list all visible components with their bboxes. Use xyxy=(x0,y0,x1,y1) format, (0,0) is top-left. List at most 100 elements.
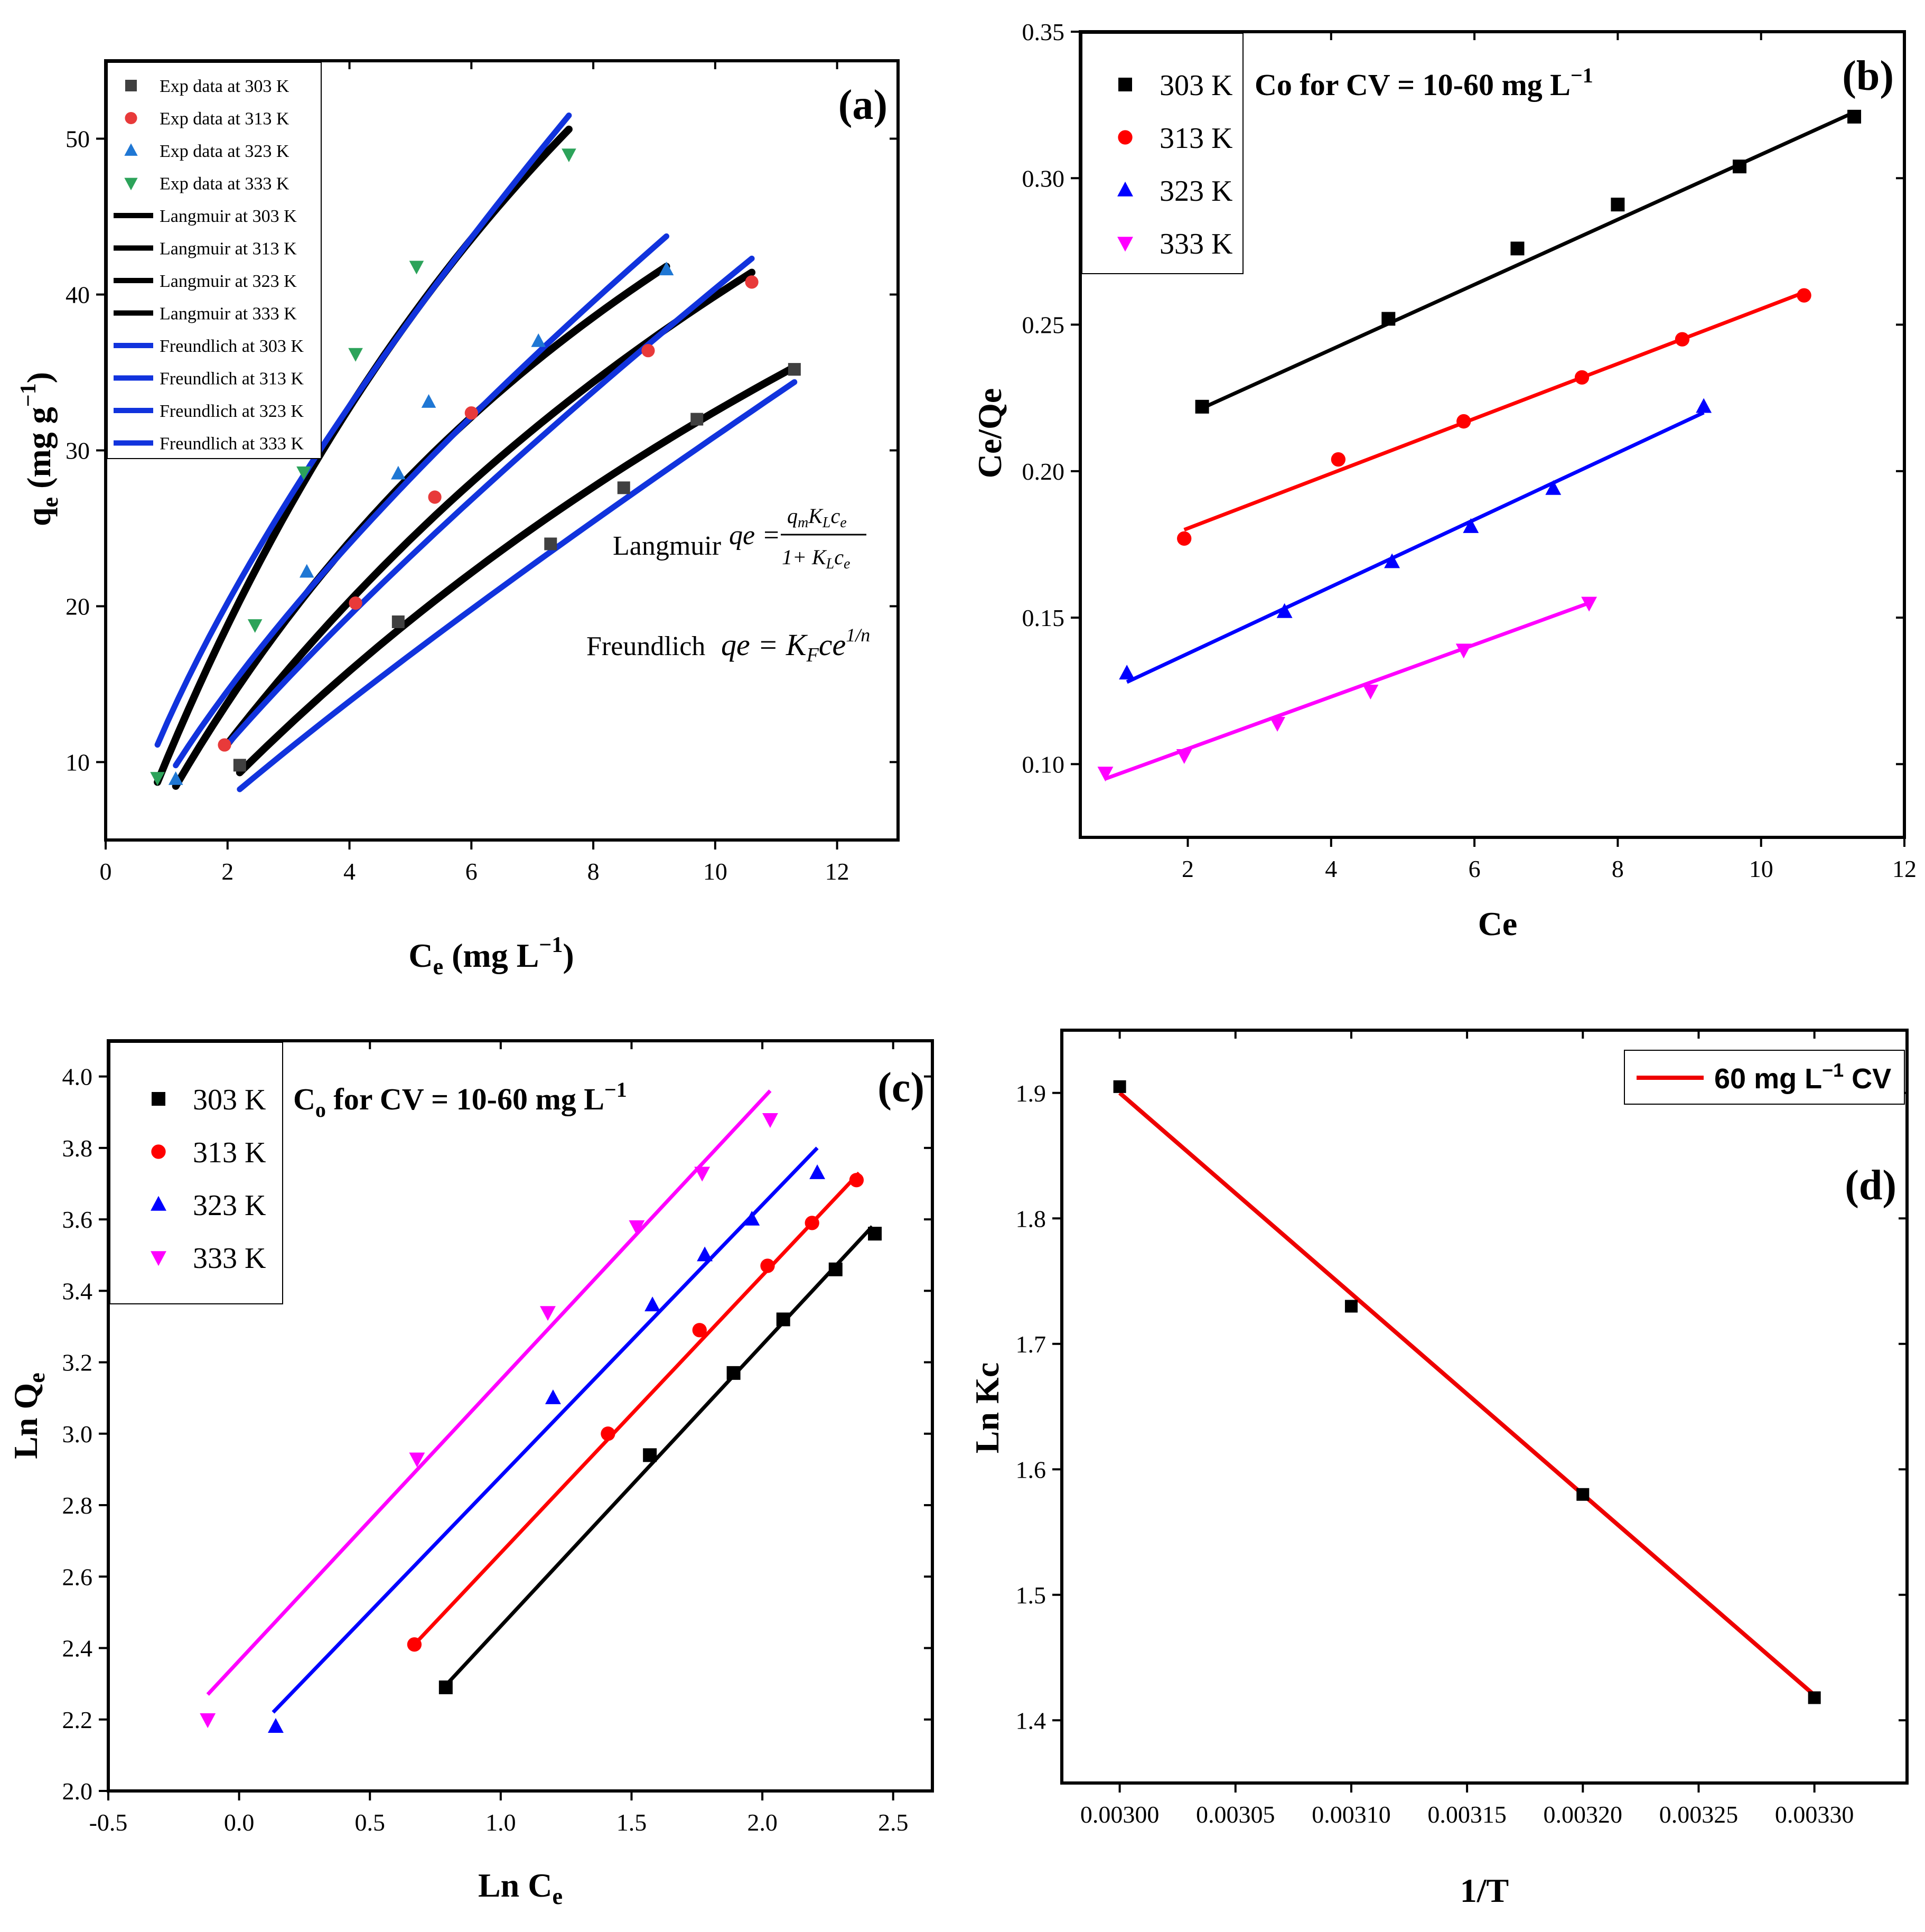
panel-b-label: (b) xyxy=(1842,53,1894,99)
legend-marker xyxy=(151,1251,166,1266)
panel-c-legend: 303 K 313 K 323 K 333 K xyxy=(109,1042,283,1304)
y-tick-label: 30 xyxy=(66,437,90,464)
fit-line xyxy=(1118,1091,1816,1697)
legend-label: Langmuir at 303 K xyxy=(160,207,297,226)
data-point-323k xyxy=(268,1718,284,1733)
exp-point-313k xyxy=(641,344,655,358)
data-point-313k xyxy=(1675,332,1690,347)
data-point-303k xyxy=(1733,160,1746,174)
panel-b-legend-box xyxy=(1081,33,1244,274)
legend-marker xyxy=(1118,78,1132,91)
data-point-303k xyxy=(1195,399,1209,414)
exp-point-323k xyxy=(299,564,314,578)
exp-point-333k xyxy=(562,148,576,162)
y-tick-label: 3.2 xyxy=(62,1349,93,1376)
data-point-303k xyxy=(868,1227,882,1241)
x-tick-label: 12 xyxy=(1892,855,1917,882)
legend-marker xyxy=(151,1196,166,1211)
panel-d-label: (d) xyxy=(1845,1162,1896,1209)
y-tick-label: 0.20 xyxy=(1022,458,1065,485)
x-tick-label: 2.0 xyxy=(747,1809,778,1836)
freundlich-formula: qe = KFce1/n xyxy=(721,624,870,666)
exp-point-323k xyxy=(531,333,546,347)
panel-c-legend-items: 303 K 313 K 323 K 333 K xyxy=(151,1084,266,1275)
y-tick-label: 2.6 xyxy=(62,1563,93,1590)
exp-point-313k xyxy=(349,596,362,610)
data-point-313k xyxy=(1797,288,1811,303)
exp-point-323k xyxy=(391,465,406,480)
exp-point-303k xyxy=(617,481,630,494)
exp-point-313k xyxy=(428,490,442,504)
data-point xyxy=(1808,1691,1821,1704)
legend-marker xyxy=(1118,130,1133,145)
data-point-333k xyxy=(1581,596,1597,612)
legend-label: Freundlich at 323 K xyxy=(160,402,304,421)
legend-label: Exp data at 313 K xyxy=(160,109,289,129)
y-tick-label: 0.25 xyxy=(1022,312,1065,339)
panel-c-ticks: -0.5 0.0 0.5 1.0 1.5 2.0 2.5 2.0 2.2 2.4 2.6 2.8 3.0… xyxy=(62,1041,932,1836)
x-tick-label: 6 xyxy=(465,858,478,885)
freundlich-curve-303k xyxy=(237,379,798,792)
panel-b-x-axis-label: Ce xyxy=(1478,905,1518,942)
x-tick-label: 6 xyxy=(1469,855,1481,882)
data-point-303k xyxy=(1381,312,1396,326)
data-point-333k xyxy=(1176,749,1192,764)
data-point-333k xyxy=(540,1306,556,1321)
langmuir-numerator: qmKLce xyxy=(787,504,847,531)
y-tick-label: 2.0 xyxy=(62,1778,93,1805)
data-point-303k xyxy=(1510,241,1525,256)
y-tick-label: 3.8 xyxy=(62,1135,93,1162)
panel-b-legend-items: 303 K 313 K 323 K 333 K xyxy=(1117,69,1232,260)
panel-a-legend-box xyxy=(107,62,322,459)
legend-label: Langmuir at 323 K xyxy=(160,272,297,291)
data-point-313k xyxy=(760,1258,775,1273)
legend-label: 313 K xyxy=(193,1136,266,1169)
legend-label: Langmuir at 333 K xyxy=(160,304,297,324)
x-tick-label: 2.5 xyxy=(878,1809,909,1836)
legend-label: 303 K xyxy=(1160,69,1232,102)
y-tick-label: 3.6 xyxy=(62,1206,93,1233)
data-point-323k xyxy=(809,1164,826,1179)
data-point-323k xyxy=(744,1210,760,1226)
y-tick-label: 0.30 xyxy=(1022,165,1065,192)
fit-line-313k xyxy=(1183,291,1805,531)
legend-label: Freundlich at 313 K xyxy=(160,369,304,389)
y-tick-label: 10 xyxy=(66,749,90,776)
x-tick-label: 8 xyxy=(587,858,600,885)
fit-line-303k xyxy=(1201,110,1855,410)
legend-label: 313 K xyxy=(1160,122,1232,155)
data-point-313k xyxy=(1331,452,1345,467)
x-tick-label: 4 xyxy=(343,858,356,885)
data-point-333k xyxy=(1097,767,1114,782)
x-tick-label: 2 xyxy=(1182,855,1194,882)
y-tick-label: 2.2 xyxy=(62,1706,93,1733)
exp-point-303k xyxy=(690,413,704,426)
exp-point-323k xyxy=(168,771,183,785)
panel-d-legend: 60 mg L−1 CV xyxy=(1624,1050,1905,1105)
freundlich-label: Freundlich xyxy=(586,631,705,661)
y-tick-label: 1.9 xyxy=(1016,1080,1046,1107)
freundlich-equation: Freundlich qe = KFce1/n xyxy=(586,624,870,666)
x-tick-label: 12 xyxy=(825,858,849,885)
legend-marker xyxy=(125,80,137,91)
data-point-303k xyxy=(726,1366,741,1380)
panel-c-y-axis-label: Ln Qe xyxy=(7,1373,50,1459)
y-tick-label: 1.4 xyxy=(1016,1707,1046,1734)
legend-label: Exp data at 333 K xyxy=(160,174,289,194)
y-tick-label: 0.35 xyxy=(1022,18,1065,45)
exp-point-313k xyxy=(745,275,759,289)
y-tick-label: 50 xyxy=(66,126,90,153)
data-point-333k xyxy=(629,1220,645,1235)
data-point-323k xyxy=(697,1246,713,1262)
exp-point-303k xyxy=(233,759,246,772)
legend-label: 303 K xyxy=(193,1084,266,1116)
x-tick-label: 0.00310 xyxy=(1312,1801,1391,1828)
langmuir-denominator: 1+ KLce xyxy=(782,545,850,572)
panel-d-legend-label: 60 mg L−1 CV xyxy=(1714,1059,1891,1095)
panel-d-y-axis-label: Ln Kc xyxy=(968,1362,1006,1453)
panel-b-annotation: Co for CV = 10-60 mg L−1 xyxy=(1255,63,1593,102)
data-point-323k xyxy=(1384,553,1400,568)
exp-point-333k xyxy=(409,260,424,275)
legend-label: Freundlich at 333 K xyxy=(160,434,304,454)
